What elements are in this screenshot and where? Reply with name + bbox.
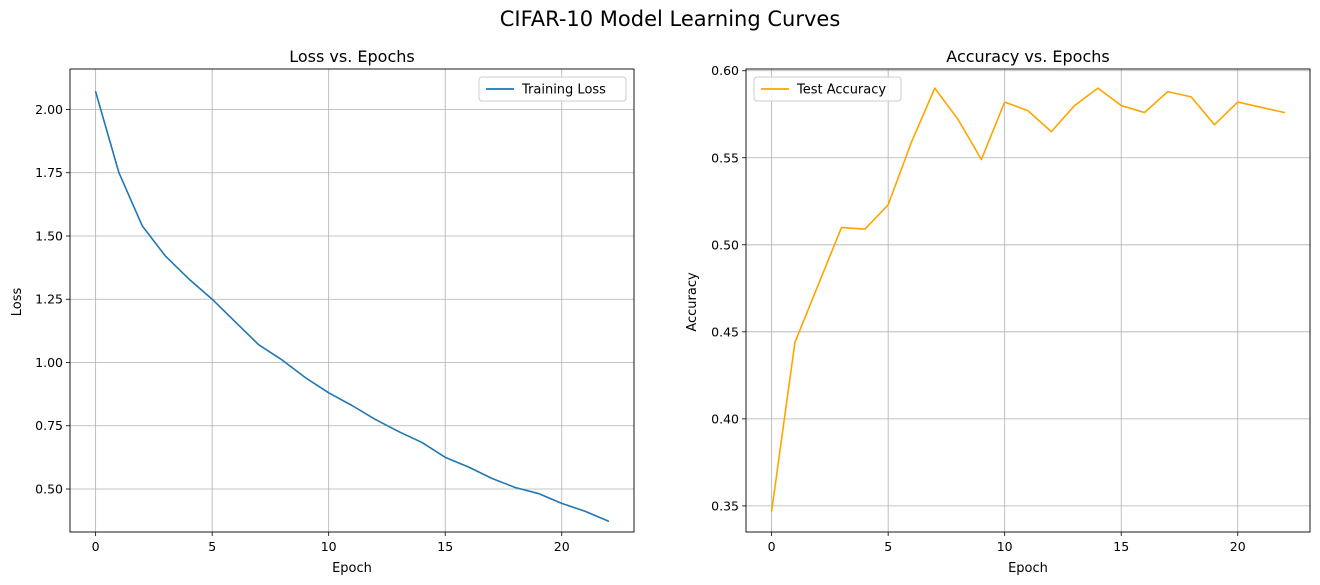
loss-chart-xlabel: Epoch <box>332 561 372 576</box>
accuracy-axes-frame <box>745 68 1311 533</box>
loss-legend-label: Training Loss <box>521 83 606 98</box>
accuracy-xtick-label: 15 <box>1113 539 1129 554</box>
loss-ytick-label: 1.00 <box>35 355 63 370</box>
loss-chart: Loss vs. Epochs Epoch Loss 0 5 10 15 20 0.50 0… <box>10 47 635 576</box>
accuracy-chart: Accuracy vs. Epochs Epoch Accuracy 0 5 10 1… <box>685 47 1311 576</box>
accuracy-legend-label: Test Accuracy <box>796 83 886 98</box>
loss-ytick-label: 1.75 <box>35 165 63 180</box>
loss-xtick-label: 0 <box>92 539 100 554</box>
loss-chart-title: Loss vs. Epochs <box>289 47 414 66</box>
loss-xtick-label: 20 <box>554 539 570 554</box>
accuracy-ytick-label: 0.35 <box>711 498 739 513</box>
loss-ytick-label: 1.25 <box>35 292 63 307</box>
loss-ytick-label: 0.50 <box>35 481 63 496</box>
loss-chart-ylabel: Loss <box>10 288 25 317</box>
loss-axes-frame <box>69 68 635 533</box>
figure-suptitle: CIFAR-10 Model Learning Curves <box>500 7 841 31</box>
loss-legend-box <box>478 76 627 102</box>
loss-xtick-label: 5 <box>208 539 216 554</box>
accuracy-xtick-label: 10 <box>997 539 1013 554</box>
accuracy-ytick-label: 0.50 <box>711 237 739 252</box>
accuracy-legend: Test Accuracy <box>753 76 902 102</box>
loss-ytick-label: 0.75 <box>35 418 63 433</box>
accuracy-xtick-label: 5 <box>884 539 892 554</box>
accuracy-chart-ylabel: Accuracy <box>685 272 700 332</box>
accuracy-chart-title: Accuracy vs. Epochs <box>946 47 1109 66</box>
accuracy-ytick-label: 0.55 <box>711 150 739 165</box>
accuracy-series-line <box>770 87 1286 512</box>
loss-xtick-label: 10 <box>321 539 337 554</box>
loss-legend: Training Loss <box>478 76 627 102</box>
loss-ytick-label: 2.00 <box>35 102 63 117</box>
accuracy-xtick-label: 0 <box>768 539 776 554</box>
loss-ytick-label: 1.50 <box>35 228 63 243</box>
accuracy-ytick-label: 0.60 <box>711 63 739 78</box>
loss-series-line <box>94 90 610 522</box>
accuracy-ytick-label: 0.40 <box>711 411 739 426</box>
accuracy-chart-xlabel: Epoch <box>1008 561 1048 576</box>
loss-xtick-label: 15 <box>437 539 453 554</box>
accuracy-xtick-label: 20 <box>1230 539 1246 554</box>
accuracy-legend-box <box>753 76 902 102</box>
accuracy-ytick-label: 0.45 <box>711 324 739 339</box>
